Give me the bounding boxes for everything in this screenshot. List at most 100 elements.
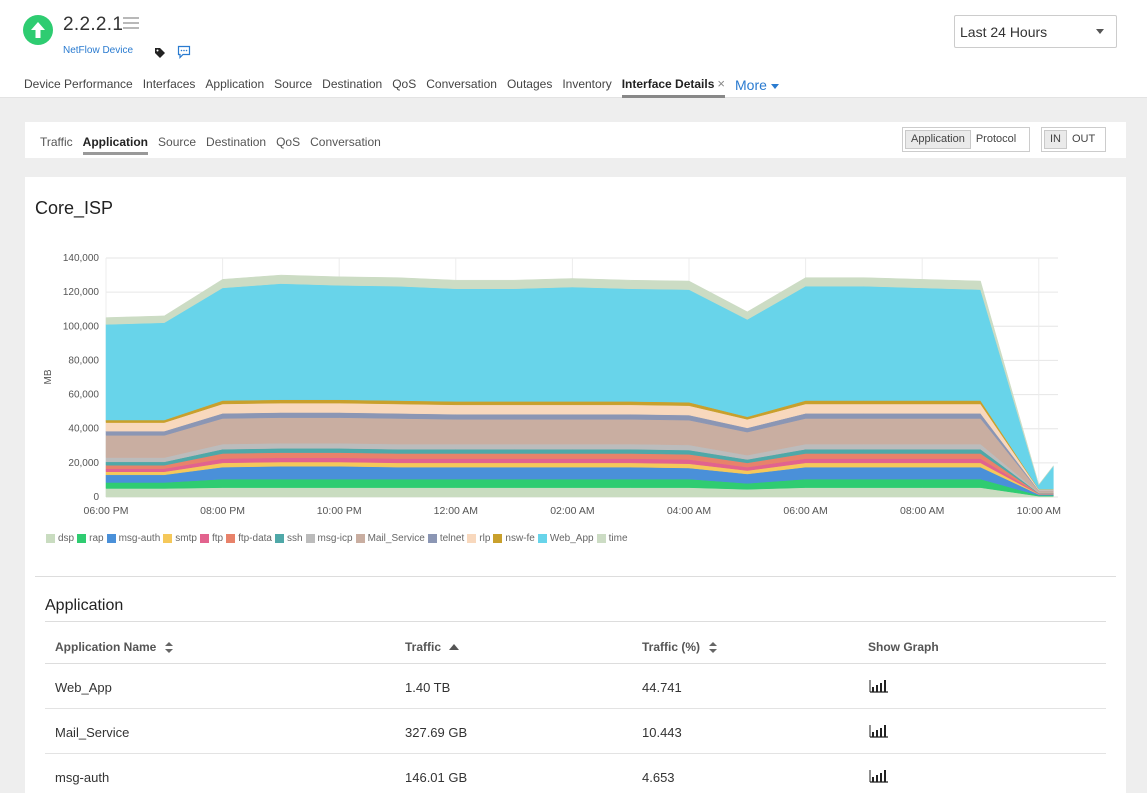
chevron-down-icon	[1096, 29, 1104, 34]
sub-tab-bar: Traffic Application Source Destination Q…	[25, 122, 1126, 158]
device-type-link[interactable]: NetFlow Device	[63, 45, 134, 56]
bar-graph-icon[interactable]	[869, 679, 889, 693]
x-tick-label: 10:00 PM	[317, 505, 362, 517]
tab-qos[interactable]: QoS	[392, 77, 417, 91]
toggle-application[interactable]: Application	[905, 130, 971, 149]
subtab-source[interactable]: Source	[158, 135, 197, 149]
bar-graph-icon[interactable]	[869, 769, 889, 783]
sort-ascending-icon[interactable]	[449, 644, 460, 650]
col-show-graph: Show Graph	[868, 640, 939, 654]
col-traffic-percent[interactable]: Traffic (%)	[642, 640, 718, 654]
bar-graph-icon[interactable]	[869, 724, 889, 738]
legend-item-dsp[interactable]: dsp	[46, 533, 74, 544]
legend-label: msg-icp	[317, 533, 353, 544]
time-range-select[interactable]: Last 24 Hours	[954, 15, 1117, 48]
tab-interfaces[interactable]: Interfaces	[142, 77, 196, 91]
legend-item-time[interactable]: time	[596, 533, 628, 544]
legend-item-ftp[interactable]: ftp	[199, 533, 224, 544]
percent-cell: 10.443	[642, 725, 682, 740]
legend-item-ssh[interactable]: ssh	[274, 533, 303, 544]
y-tick-label: 140,000	[63, 253, 100, 264]
close-icon[interactable]: ×	[717, 76, 725, 91]
application-table: Application Name Traffic Traffic (%) Sho…	[45, 621, 1106, 793]
legend-swatch	[355, 534, 365, 543]
x-tick-label: 08:00 PM	[200, 505, 245, 517]
x-tick-label: 06:00 AM	[783, 505, 827, 517]
col-traffic[interactable]: Traffic	[405, 640, 460, 654]
y-tick-label: 80,000	[68, 355, 99, 366]
legend-swatch	[467, 534, 477, 543]
tag-icon[interactable]	[154, 47, 166, 59]
legend-swatch	[46, 534, 55, 543]
legend-label: nsw-fe	[505, 533, 535, 544]
tab-destination[interactable]: Destination	[322, 77, 383, 91]
legend-item-web-app[interactable]: Web_App	[537, 533, 594, 544]
x-tick-label: 08:00 AM	[900, 505, 944, 517]
table-row: msg-auth 146.01 GB 4.653	[45, 754, 1106, 793]
legend-swatch	[163, 534, 173, 543]
comment-icon[interactable]	[177, 45, 191, 59]
legend-label: rap	[89, 533, 104, 544]
legend-label: ssh	[286, 533, 303, 544]
y-tick-label: 0	[93, 492, 99, 503]
toggle-out[interactable]: OUT	[1072, 133, 1096, 145]
tab-source[interactable]: Source	[274, 77, 313, 91]
legend-item-msg-auth[interactable]: msg-auth	[106, 533, 161, 544]
table-row: Web_App 1.40 TB 44.741	[45, 664, 1106, 709]
traffic-cell: 327.69 GB	[405, 725, 468, 740]
traffic-cell: 1.40 TB	[405, 680, 451, 695]
legend-swatch	[106, 534, 116, 543]
legend-item-rlp[interactable]: rlp	[467, 533, 490, 544]
hamburger-menu-icon[interactable]	[123, 17, 139, 30]
app-name-cell: Mail_Service	[55, 725, 130, 740]
toggle-protocol[interactable]: Protocol	[975, 133, 1017, 145]
area-series-time[interactable]	[105, 274, 1054, 486]
view-toggle: Application Protocol	[902, 127, 1030, 152]
legend-item-nsw-fe[interactable]: nsw-fe	[493, 533, 535, 544]
legend-item-msg-icp[interactable]: msg-icp	[305, 533, 353, 544]
toggle-in[interactable]: IN	[1044, 130, 1067, 149]
legend-label: Web_App	[549, 533, 594, 544]
y-tick-label: 60,000	[68, 390, 99, 401]
legend-item-rap[interactable]: rap	[77, 533, 104, 544]
legend-item-mail-service[interactable]: Mail_Service	[355, 533, 425, 544]
percent-cell: 4.653	[642, 770, 675, 785]
caret-down-icon	[770, 83, 779, 89]
tab-device-performance[interactable]: Device Performance	[24, 77, 133, 91]
subtab-conversation[interactable]: Conversation	[310, 135, 381, 149]
subtab-destination[interactable]: Destination	[206, 135, 267, 149]
more-menu[interactable]: More	[735, 76, 779, 98]
chart-panel: Core_ISP 0 20,000 40,000 60,000 80,000 100,00…	[25, 177, 1126, 793]
legend-label: dsp	[58, 533, 75, 544]
legend-label: msg-auth	[118, 533, 161, 544]
legend-label: ftp	[211, 533, 224, 544]
col-application-name[interactable]: Application Name	[55, 640, 174, 654]
traffic-cell: 146.01 GB	[405, 770, 468, 785]
tab-outages[interactable]: Outages	[506, 77, 553, 91]
subtab-qos[interactable]: QoS	[276, 135, 301, 149]
sort-icon[interactable]	[165, 641, 174, 653]
tab-conversation[interactable]: Conversation	[426, 77, 497, 91]
y-tick-label: 120,000	[63, 287, 100, 298]
table-row: Mail_Service 327.69 GB 10.443	[45, 709, 1106, 754]
legend-item-ftp-data[interactable]: ftp-data	[226, 533, 272, 544]
area-series-dsp[interactable]	[105, 487, 1054, 498]
main-tab-bar: Device Performance Interfaces Applicatio…	[24, 76, 789, 98]
tab-inventory[interactable]: Inventory	[562, 77, 612, 91]
x-tick-label: 02:00 AM	[550, 505, 594, 517]
divider	[35, 576, 1116, 577]
y-tick-label: 20,000	[68, 458, 99, 469]
legend-item-smtp[interactable]: smtp	[163, 533, 197, 544]
y-tick-label: 40,000	[68, 424, 99, 435]
legend-swatch	[305, 534, 315, 543]
subtab-application[interactable]: Application	[82, 135, 149, 155]
device-name: 2.2.2.1	[63, 14, 124, 35]
tab-interface-details[interactable]: Interface Details ×	[621, 76, 725, 98]
x-tick-label: 06:00 PM	[84, 505, 129, 517]
sort-icon[interactable]	[709, 641, 718, 653]
arrow-up-icon	[31, 22, 45, 38]
tab-application[interactable]: Application	[205, 77, 265, 91]
subtab-traffic[interactable]: Traffic	[40, 135, 73, 149]
legend-item-telnet[interactable]: telnet	[427, 533, 464, 544]
y-axis-label: MB	[43, 369, 54, 384]
